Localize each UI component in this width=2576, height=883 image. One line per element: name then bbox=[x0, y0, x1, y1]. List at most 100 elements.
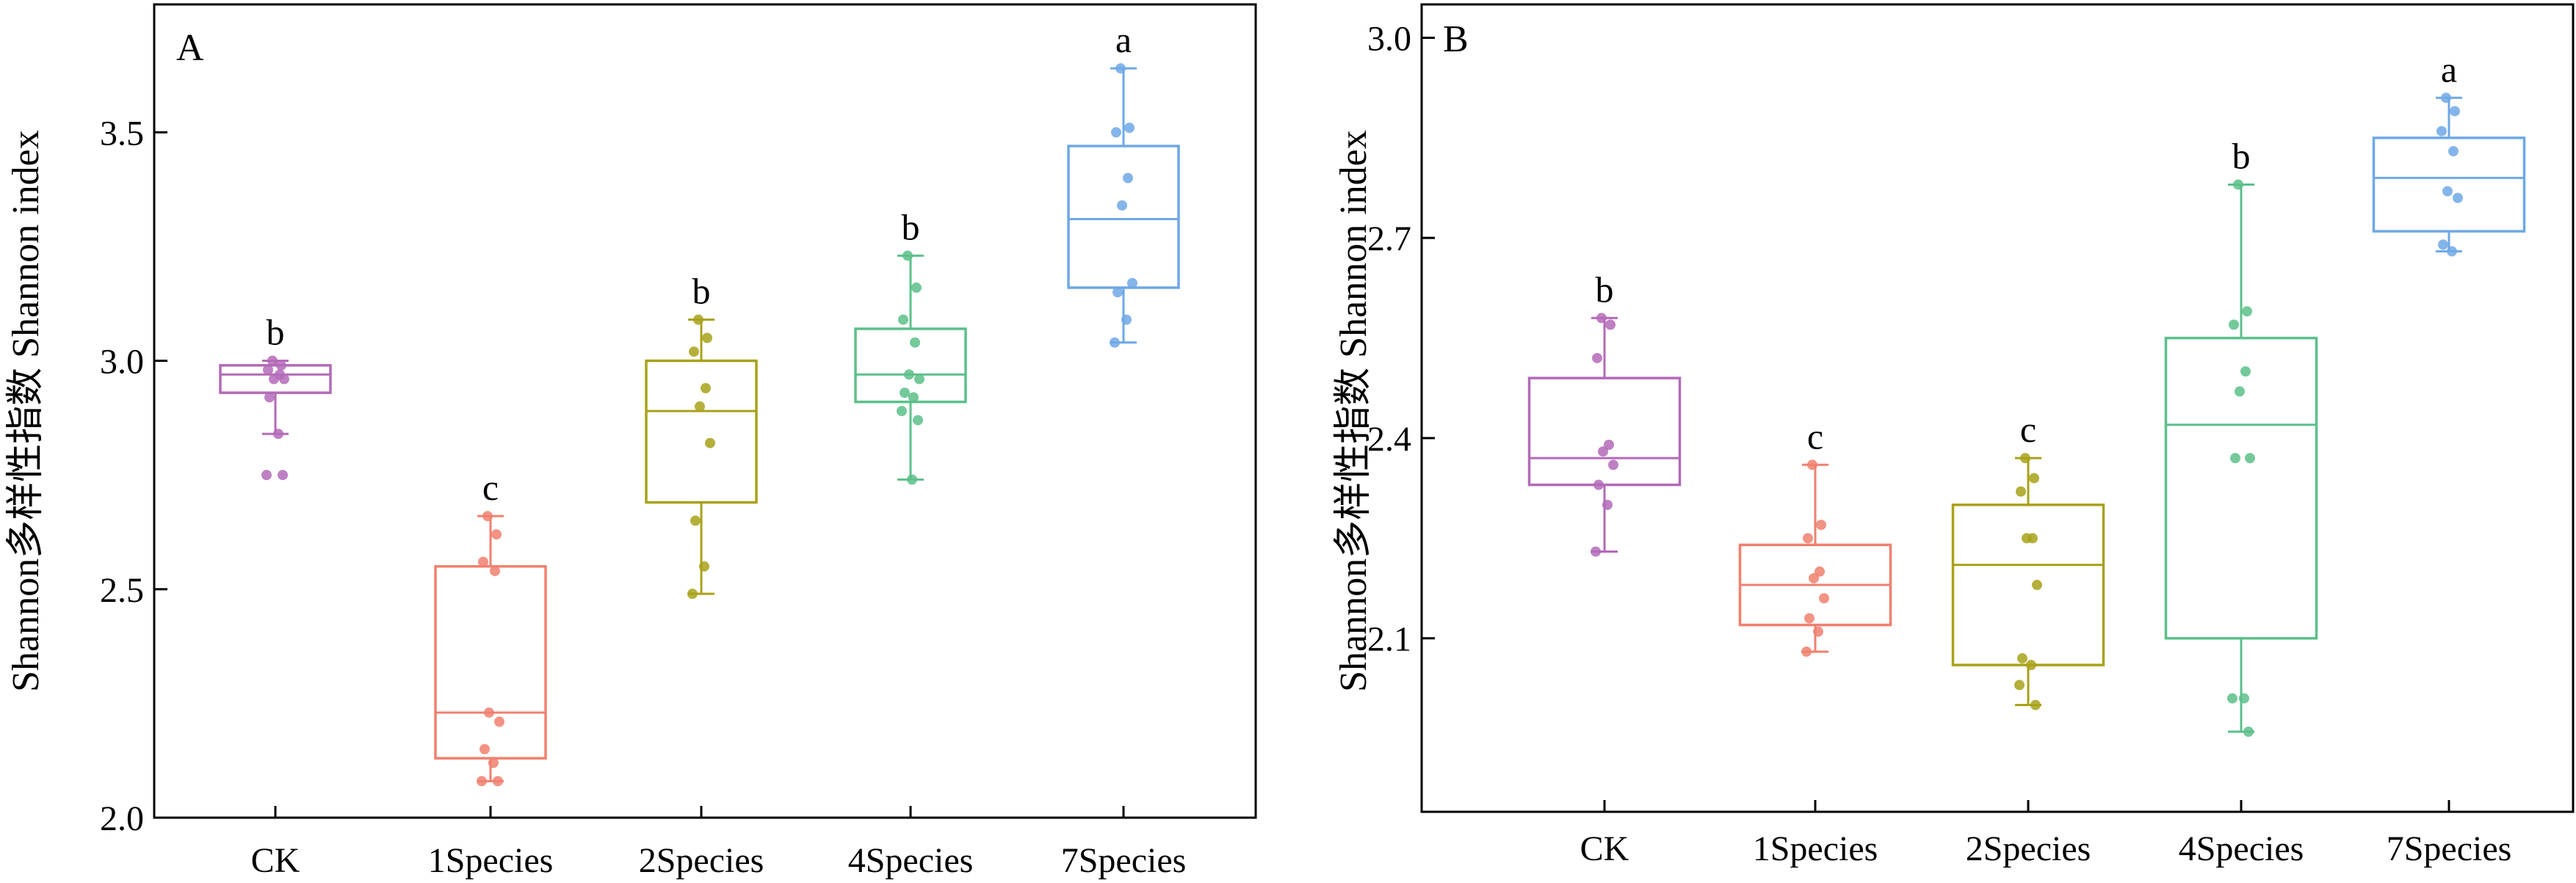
y-tick-label: 2.0 bbox=[100, 799, 144, 838]
x-tick-label: 2Species bbox=[639, 841, 764, 880]
data-point bbox=[702, 333, 712, 344]
y-ticks: 2.0 2.5 3.0 3.5 bbox=[100, 114, 167, 838]
data-point bbox=[1819, 593, 1829, 604]
data-point bbox=[279, 374, 289, 385]
box-1species: c bbox=[434, 467, 547, 787]
data-point bbox=[2450, 106, 2460, 117]
data-point bbox=[2242, 306, 2252, 317]
data-point bbox=[1127, 277, 1137, 288]
significance-letter: b bbox=[692, 271, 711, 312]
data-point bbox=[2245, 453, 2255, 464]
iqr-box bbox=[854, 327, 967, 404]
y-tick-label: 2.5 bbox=[100, 571, 144, 610]
data-point bbox=[914, 374, 925, 385]
data-point bbox=[1809, 573, 1819, 584]
data-point bbox=[267, 355, 278, 366]
plot-frame bbox=[153, 3, 1257, 819]
data-point bbox=[276, 360, 286, 371]
data-point bbox=[900, 388, 910, 399]
y-tick-label: 3.0 bbox=[1367, 19, 1411, 58]
iqr-box bbox=[645, 359, 758, 504]
panel-label: B bbox=[1443, 18, 1469, 60]
x-tick-label: CK bbox=[1580, 829, 1629, 868]
data-point bbox=[1608, 459, 1618, 470]
data-point bbox=[493, 776, 503, 787]
box-ck: b bbox=[219, 312, 332, 481]
data-point bbox=[2017, 653, 2027, 664]
data-point bbox=[705, 437, 715, 448]
data-point bbox=[1605, 319, 1616, 330]
box-4species: b bbox=[2164, 135, 2318, 737]
data-point bbox=[902, 250, 913, 261]
data-point bbox=[1804, 613, 1815, 624]
data-point bbox=[2243, 726, 2254, 737]
data-point bbox=[1124, 123, 1135, 134]
significance-letter: b bbox=[902, 206, 920, 247]
significance-letter: b bbox=[2232, 135, 2251, 176]
plot-frame bbox=[1420, 3, 2575, 813]
data-point bbox=[2448, 146, 2459, 156]
data-point bbox=[2233, 179, 2243, 190]
y-tick-label: 2.7 bbox=[1367, 219, 1411, 258]
data-point bbox=[261, 470, 272, 481]
data-point bbox=[2438, 239, 2448, 250]
significance-letter: b bbox=[267, 312, 285, 353]
y-tick-label: 3.5 bbox=[100, 114, 144, 153]
data-point bbox=[1593, 479, 1604, 490]
box-1species: c bbox=[1738, 415, 1892, 657]
box-plots: b c c b a bbox=[1527, 48, 2526, 737]
data-point bbox=[2235, 386, 2245, 397]
data-point bbox=[1807, 459, 1817, 470]
data-point bbox=[689, 346, 699, 357]
data-point bbox=[1592, 352, 1602, 363]
data-point bbox=[908, 392, 919, 403]
data-point bbox=[1111, 127, 1121, 138]
data-point bbox=[2026, 660, 2036, 670]
iqr-box bbox=[434, 564, 547, 760]
data-point bbox=[1591, 546, 1601, 557]
data-point bbox=[2230, 453, 2240, 464]
data-point bbox=[278, 470, 288, 481]
data-point bbox=[494, 716, 504, 727]
data-point bbox=[2022, 533, 2032, 544]
data-point bbox=[1815, 566, 1825, 577]
x-tick-label: 4Species bbox=[848, 841, 974, 880]
x-tick-label: 1Species bbox=[1753, 829, 1878, 868]
box-4species: b bbox=[854, 206, 967, 485]
y-tick-label: 3.0 bbox=[100, 343, 144, 382]
significance-letter: c bbox=[2020, 409, 2036, 450]
box-7species: a bbox=[2372, 48, 2526, 257]
box-2species: c bbox=[1951, 409, 2105, 711]
data-point bbox=[490, 565, 500, 576]
data-point bbox=[701, 382, 711, 393]
box-ck: b bbox=[1527, 269, 1682, 557]
data-point bbox=[478, 556, 488, 567]
x-tick-label: 2Species bbox=[1966, 829, 2091, 868]
data-point bbox=[1803, 533, 1813, 544]
data-point bbox=[1121, 314, 1132, 325]
data-point bbox=[1801, 646, 1812, 657]
data-point bbox=[2436, 126, 2447, 137]
significance-letter: c bbox=[482, 467, 499, 508]
data-point bbox=[693, 314, 703, 325]
significance-letter: a bbox=[2441, 48, 2457, 90]
data-point bbox=[2447, 246, 2457, 257]
significance-letter: c bbox=[1807, 415, 1823, 457]
significance-letter: a bbox=[1115, 19, 1132, 60]
data-point bbox=[482, 511, 493, 522]
data-point bbox=[1123, 172, 1133, 183]
data-point bbox=[1816, 520, 1826, 531]
data-point bbox=[2227, 693, 2237, 704]
data-point bbox=[690, 515, 701, 526]
data-point bbox=[2239, 693, 2249, 704]
data-point bbox=[910, 337, 920, 348]
data-point bbox=[2441, 92, 2451, 103]
data-point bbox=[1813, 626, 1823, 637]
data-point bbox=[1602, 499, 1613, 510]
data-point bbox=[904, 369, 914, 380]
data-point bbox=[897, 406, 907, 416]
data-point bbox=[907, 474, 917, 485]
x-ticks: CK 1Species 2Species 4Species 7Species bbox=[251, 806, 1186, 880]
data-point bbox=[699, 561, 709, 572]
